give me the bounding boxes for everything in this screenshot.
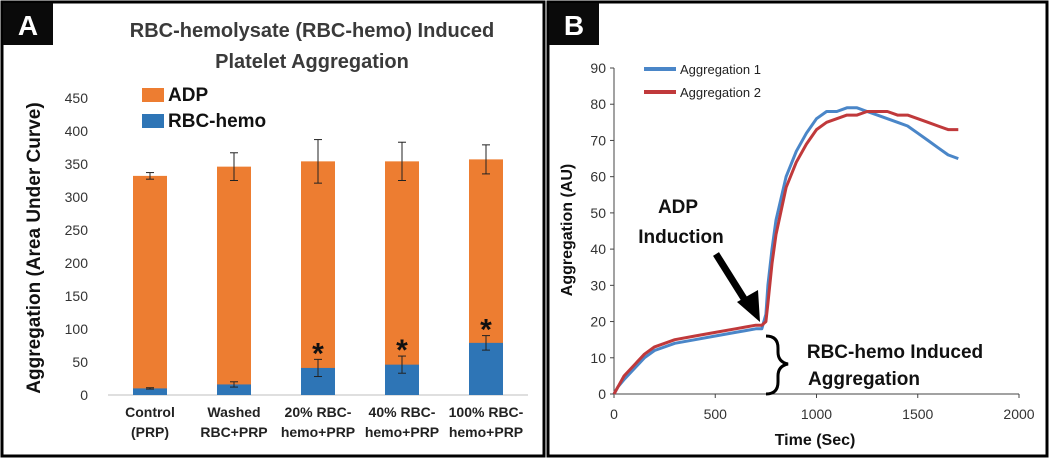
- error-bar-rbc-hemo: [482, 335, 490, 351]
- y-tick-label: 150: [65, 288, 89, 304]
- category-label: Control: [125, 404, 175, 420]
- panel-a-y-axis-label: Aggregation (Area Under Curve): [24, 102, 45, 393]
- bar-adp: [217, 166, 251, 395]
- x-tick-label: 0: [610, 406, 618, 422]
- y-tick-label: 10: [590, 350, 606, 366]
- rbc-hemo-induced-line2: Aggregation: [808, 369, 920, 390]
- panel-a-border: [0, 0, 546, 458]
- panel-a-category-labels: Control (PRP) Washed RBC+PRP 20% RBC-hemo+PR…: [125, 404, 524, 440]
- x-tick-label: 2000: [1003, 406, 1034, 422]
- x-tick-label: 1000: [801, 406, 832, 422]
- panel-b-border: [546, 0, 1049, 458]
- y-tick-label: 300: [65, 189, 89, 205]
- category-label: 20% RBC-: [285, 404, 352, 420]
- y-tick-label: 200: [65, 255, 89, 271]
- adp-induction-arrow: [713, 252, 760, 322]
- y-tick-label: 450: [65, 90, 89, 106]
- legend-aggregation-1-label: Aggregation 1: [680, 62, 761, 77]
- y-tick-label: 100: [65, 321, 89, 337]
- series-aggregation-1: [612, 106, 959, 395]
- error-bar-rbc-hemo: [398, 355, 406, 374]
- bar-rbc-hemo: [133, 388, 167, 395]
- category-label: hemo+PRP: [365, 424, 439, 440]
- error-bar-adp: [482, 144, 490, 175]
- error-bar-rbc-hemo: [230, 381, 238, 388]
- y-tick-label: 70: [590, 132, 606, 148]
- y-tick-label: 50: [72, 354, 88, 370]
- panel-b-badge: [549, 3, 599, 45]
- y-tick-label: 50: [590, 205, 606, 221]
- y-tick-label: 60: [590, 169, 606, 185]
- error-bar-adp: [314, 139, 322, 184]
- error-bar-rbc-hemo: [146, 387, 154, 390]
- y-tick-label: 90: [590, 60, 606, 76]
- y-tick-label: 0: [598, 386, 606, 402]
- panel-a-title-line1: RBC-hemolysate (RBC-hemo) Induced: [130, 20, 494, 42]
- x-tick-label: 500: [704, 406, 728, 422]
- panel-b-badge-label: B: [564, 10, 584, 41]
- category-label: 100% RBC-: [449, 404, 524, 420]
- panel-b-axes: 0 10 20 30 40 50 60 70 80 90 0 500 1000 1500 2000: [590, 60, 1034, 422]
- bar-adp: [133, 175, 167, 395]
- error-bar-adp: [398, 141, 406, 181]
- panel-a-title-line2: Platelet Aggregation: [215, 51, 409, 73]
- significance-marker: *: [396, 334, 408, 367]
- x-tick-label: 1500: [902, 406, 933, 422]
- y-tick-label: 250: [65, 222, 89, 238]
- panel-a-bars: * * *: [133, 139, 503, 395]
- category-label: Washed: [207, 404, 260, 420]
- bar-rbc-hemo: [217, 384, 251, 395]
- panel-a: A RBC-hemolysate (RBC-hemo) Induced Plat…: [0, 0, 546, 458]
- category-label: hemo+PRP: [281, 424, 355, 440]
- legend-adp-swatch: [142, 88, 164, 102]
- y-tick-label: 40: [590, 241, 606, 257]
- panel-a-badge-label: A: [18, 10, 38, 41]
- category-label: (PRP): [131, 424, 169, 440]
- panel-b: B Aggregation (AU) Time (Sec) 0 10 20 30 40 5…: [546, 0, 1049, 458]
- legend-rbc-label: RBC-hemo: [168, 111, 266, 132]
- y-tick-label: 20: [590, 314, 606, 330]
- panel-b-y-axis-label: Aggregation (AU): [559, 164, 576, 296]
- legend-aggregation-2-label: Aggregation 2: [680, 85, 761, 100]
- significance-marker: *: [480, 314, 492, 347]
- legend-adp-label: ADP: [168, 85, 208, 106]
- y-tick-label: 0: [80, 387, 88, 403]
- y-tick-label: 350: [65, 156, 89, 172]
- category-label: 40% RBC-: [369, 404, 436, 420]
- category-label: hemo+PRP: [449, 424, 523, 440]
- error-bar-rbc-hemo: [314, 358, 322, 378]
- y-tick-label: 80: [590, 96, 606, 112]
- adp-induction-line2: Induction: [638, 227, 723, 248]
- panel-b-lines: [612, 106, 959, 395]
- y-tick-label: 30: [590, 277, 606, 293]
- bar-rbc-hemo: [469, 342, 503, 395]
- panel-b-x-axis-label: Time (Sec): [775, 432, 856, 449]
- rbc-hemo-brace: [765, 334, 789, 396]
- significance-marker: *: [312, 337, 324, 370]
- adp-induction-line1: ADP: [658, 197, 698, 218]
- error-bar-adp: [230, 152, 238, 181]
- panel-a-badge: [3, 3, 53, 45]
- series-aggregation-2: [612, 110, 959, 395]
- y-tick-label: 400: [65, 123, 89, 139]
- error-bar-adp: [146, 172, 154, 180]
- rbc-hemo-induced-line1: RBC-hemo Induced: [807, 342, 983, 363]
- bar-adp: [301, 161, 335, 395]
- category-label: RBC+PRP: [200, 424, 267, 440]
- legend-rbc-swatch: [142, 114, 164, 128]
